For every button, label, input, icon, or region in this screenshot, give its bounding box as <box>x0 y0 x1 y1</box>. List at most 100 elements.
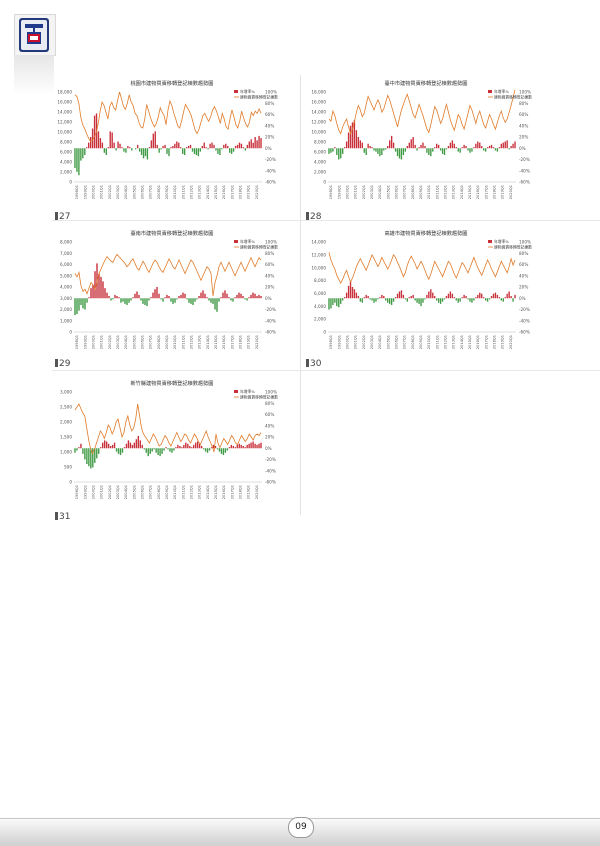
yoy-bar <box>420 144 422 149</box>
yoy-bar <box>490 296 493 299</box>
x-tick-label: 2000Q1 <box>91 485 95 499</box>
yoy-bar <box>127 146 129 149</box>
y-left-tick: 2,000 <box>314 317 326 322</box>
y-right-tick: 100% <box>265 390 277 395</box>
yoy-bar <box>420 298 422 307</box>
legend-label-yoy: 年增率% <box>240 389 255 394</box>
yoy-bar <box>428 148 430 155</box>
x-tick-label: 2014Q1 <box>206 185 210 199</box>
yoy-bar <box>510 146 512 149</box>
y-right-tick: 80% <box>265 101 274 106</box>
yoy-bar <box>254 443 256 449</box>
legend-label-line: 建物買賣移轉登記棟數 <box>494 244 532 249</box>
legend-label-line: 建物買賣移轉登記棟數 <box>240 94 278 99</box>
yoy-bar <box>159 448 161 457</box>
y-left-tick: 18,000 <box>311 90 326 95</box>
yoy-bar <box>373 148 375 151</box>
x-tick-label: 2011Q1 <box>435 335 439 349</box>
yoy-bar <box>129 442 132 449</box>
x-tick-label: 2008Q1 <box>157 485 161 499</box>
y-left-tick: 14,000 <box>311 110 326 115</box>
yoy-bar <box>187 146 190 149</box>
yoy-bar <box>437 298 440 303</box>
yoy-bar <box>102 442 104 449</box>
legend-label-yoy: 年增率% <box>494 89 509 94</box>
yoy-bar <box>343 147 346 149</box>
yoy-bar <box>500 143 502 149</box>
x-tick-label: 2016Q1 <box>222 485 226 499</box>
yoy-bar <box>508 291 510 299</box>
yoy-bar <box>92 284 94 299</box>
yoy-bar <box>119 143 121 149</box>
y-right-tick: 80% <box>265 251 274 256</box>
yoy-bar <box>473 147 475 149</box>
yoy-bar <box>473 298 475 301</box>
yoy-bar <box>232 446 234 449</box>
yoy-bar <box>78 447 80 449</box>
yoy-bar <box>199 148 201 152</box>
yoy-bar <box>389 140 391 149</box>
yoy-bar <box>198 443 201 449</box>
yoy-bar <box>230 148 233 154</box>
yoy-bar <box>246 298 248 301</box>
yoy-bar <box>430 148 432 157</box>
yoy-bar <box>379 148 381 157</box>
chart-taoyuan: 桃園市建物買賣移轉登記棟數趨勢圖 0 2,000 4,000 6,000 8,000 10,… <box>57 79 278 199</box>
yoy-bar <box>232 298 234 302</box>
yoy-bar <box>449 142 452 149</box>
x-tick-label: 2004Q1 <box>124 335 128 349</box>
y-left-tick: 18,000 <box>57 90 72 95</box>
yoy-bar <box>188 298 190 303</box>
y-left-tick: 0 <box>69 180 72 185</box>
yoy-bar <box>166 148 168 154</box>
x-tick-label: 2011Q1 <box>181 335 185 349</box>
y-left-tick: 12,000 <box>57 120 72 125</box>
yoy-bar <box>349 281 352 299</box>
yoy-bar <box>492 293 495 299</box>
x-tick-label: 2004Q1 <box>378 335 382 349</box>
yoy-bar <box>402 294 405 299</box>
yoy-bar <box>488 298 491 300</box>
yoy-bar <box>101 142 104 149</box>
x-tick-label: 2016Q1 <box>476 185 480 199</box>
yoy-bar <box>467 298 469 300</box>
yoy-bar <box>220 448 223 454</box>
y-left-tick: 16,000 <box>57 100 72 105</box>
yoy-bar <box>203 142 205 149</box>
x-tick-label: 2013Q1 <box>452 185 456 199</box>
yoy-bar <box>80 298 82 305</box>
yoy-bar <box>230 298 232 301</box>
yoy-bar <box>418 147 420 149</box>
yoy-bar <box>193 148 196 154</box>
yoy-bar <box>164 297 166 299</box>
yoy-bar <box>236 444 238 449</box>
yoy-bar <box>189 144 192 149</box>
legend-label-line: 建物買賣移轉登記棟數 <box>494 94 532 99</box>
yoy-bar <box>93 115 96 149</box>
x-tick-label: 1999Q1 <box>337 335 341 349</box>
x-tick-label: 2017Q1 <box>230 185 234 199</box>
yoy-bar <box>78 148 80 176</box>
yoy-bar <box>180 294 182 299</box>
yoy-bar <box>158 148 160 153</box>
x-tick-label: 2017Q1 <box>484 185 488 199</box>
yoy-bar <box>147 448 149 457</box>
panel-divider-row1 <box>52 220 600 221</box>
yoy-bar <box>502 142 504 149</box>
yoy-bar <box>258 443 260 449</box>
yoy-bar <box>183 444 185 449</box>
yoy-bar <box>496 148 499 152</box>
yoy-bar <box>210 447 213 449</box>
y-left-tick: 500 <box>64 465 72 470</box>
y-right-tick: 100% <box>519 90 531 95</box>
panel-divider-row2 <box>52 370 600 371</box>
yoy-bar <box>143 448 145 450</box>
y-right-tick: 20% <box>265 285 274 290</box>
yoy-bar <box>398 291 401 299</box>
x-tick-label: 2006Q1 <box>140 335 144 349</box>
yoy-bar <box>182 292 184 299</box>
institution-logo <box>19 18 49 52</box>
legend-swatch-yoy <box>234 390 238 393</box>
yoy-bar <box>475 297 477 299</box>
chart-kaohsiung: 高雄市建物買賣移轉登記棟數趨勢圖 0 2,000 4,000 6,000 8,000 10,… <box>311 229 532 349</box>
